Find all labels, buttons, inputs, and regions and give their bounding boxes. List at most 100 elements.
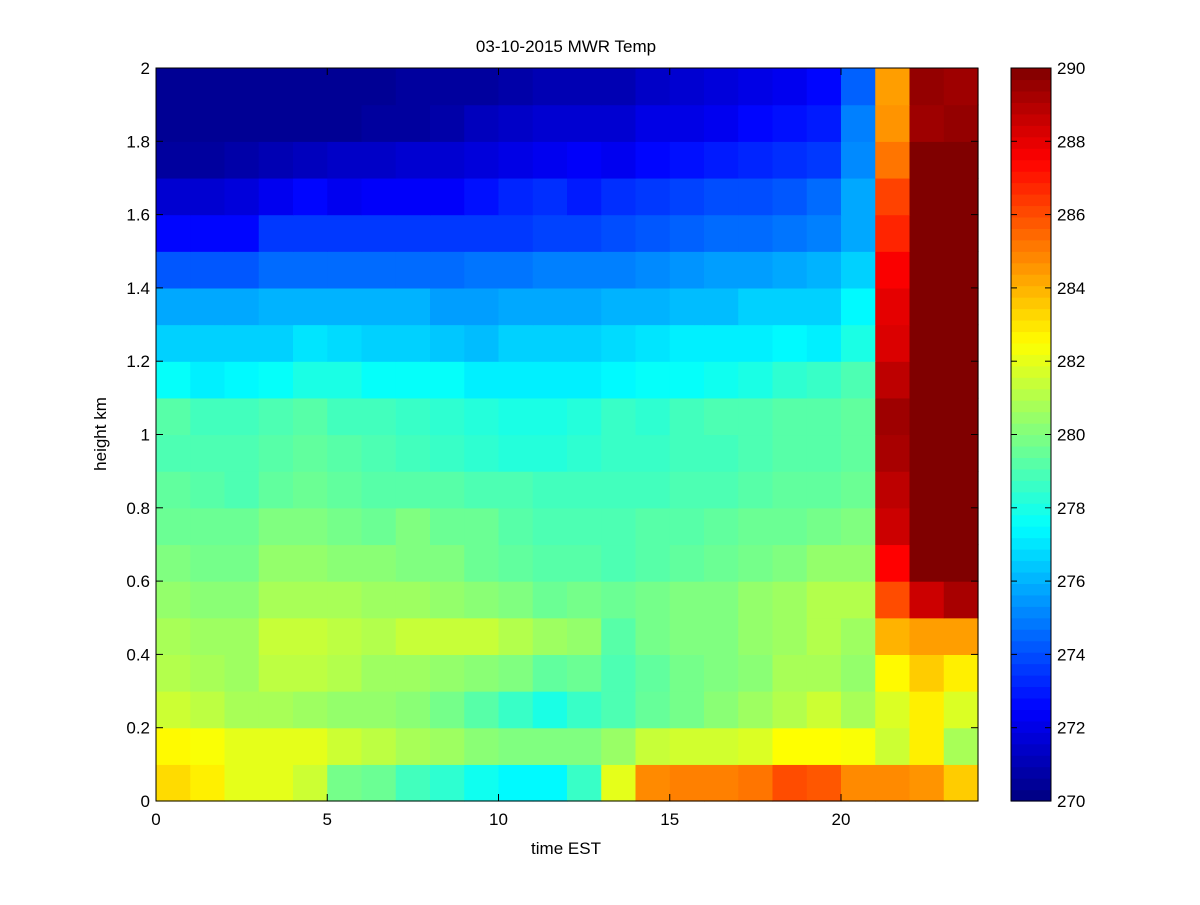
heatmap-cell — [293, 617, 328, 655]
heatmap-cell — [601, 397, 637, 436]
colorbar-segment — [1011, 468, 1051, 481]
heatmap-cell — [738, 361, 774, 399]
colorbar-segment — [1011, 400, 1051, 413]
heatmap-cell — [532, 287, 568, 326]
heatmap-cell — [909, 361, 945, 399]
heatmap-cell — [669, 214, 705, 252]
heatmap-cell — [361, 654, 397, 692]
heatmap-cell — [601, 361, 637, 399]
heatmap-cell — [258, 764, 294, 802]
heatmap-cell — [635, 397, 671, 436]
heatmap-cell — [601, 544, 637, 582]
heatmap-cell — [635, 434, 671, 472]
colorbar-segment — [1011, 285, 1051, 298]
heatmap-cell — [841, 104, 876, 142]
heatmap-cell — [772, 654, 808, 692]
colorbar-segment — [1011, 251, 1051, 264]
heatmap-cell — [293, 544, 328, 582]
heatmap-cell — [293, 691, 328, 729]
heatmap-cell — [943, 764, 979, 802]
heatmap-cell — [841, 764, 876, 802]
heatmap-cell — [772, 691, 808, 729]
heatmap-cell — [258, 324, 294, 362]
heatmap-cell — [498, 617, 534, 655]
heatmap-cell — [943, 434, 979, 472]
heatmap-cell — [224, 104, 260, 142]
heatmap-cell — [395, 251, 431, 289]
heatmap-cell — [841, 397, 876, 436]
heatmap-cell — [909, 68, 945, 106]
y-tick-label: 1.4 — [126, 279, 150, 298]
heatmap-cell — [601, 141, 637, 179]
colorbar-segment — [1011, 354, 1051, 367]
heatmap-cell — [532, 471, 568, 509]
heatmap-cell — [738, 177, 774, 216]
heatmap-cell — [806, 434, 842, 472]
colorbar-segment — [1011, 594, 1051, 607]
heatmap-cell — [361, 544, 397, 582]
heatmap-cell — [224, 544, 260, 582]
heatmap-cell — [258, 177, 294, 216]
heatmap-cell — [532, 581, 568, 619]
heatmap-cell — [430, 507, 465, 546]
heatmap-cell — [224, 617, 260, 655]
heatmap-cell — [909, 397, 945, 436]
heatmap-cell — [601, 251, 637, 289]
colorbar-segment — [1011, 445, 1051, 458]
heatmap-cell — [395, 434, 431, 472]
heatmap-cell — [258, 617, 294, 655]
heatmap-cell — [635, 361, 671, 399]
heatmap-cell — [738, 68, 774, 106]
heatmap-cell — [567, 68, 602, 106]
heatmap-cell — [601, 654, 637, 692]
heatmap-cell — [772, 507, 808, 546]
heatmap-cell — [601, 177, 637, 216]
heatmap-cell — [704, 104, 739, 142]
heatmap-cell — [532, 544, 568, 582]
colorbar-segment — [1011, 171, 1051, 184]
x-tick-label: 15 — [660, 810, 679, 829]
colorbar-tick-label: 278 — [1057, 499, 1085, 518]
heatmap-cell — [327, 691, 363, 729]
heatmap-cell — [567, 361, 602, 399]
heatmap-cell — [875, 397, 911, 436]
heatmap-cell — [190, 691, 226, 729]
heatmap-cell — [635, 764, 671, 802]
heatmap-cell — [327, 177, 363, 216]
heatmap-cell — [567, 727, 602, 765]
heatmap-cell — [704, 324, 739, 362]
colorbar-segment — [1011, 182, 1051, 195]
heatmap-cell — [156, 68, 191, 106]
heatmap-cell — [190, 141, 226, 179]
heatmap-cell — [395, 104, 431, 142]
heatmap-cell — [532, 214, 568, 252]
heatmap-cell — [909, 251, 945, 289]
colorbar-tick-label: 274 — [1057, 645, 1085, 664]
heatmap-cell — [258, 397, 294, 436]
heatmap-cell — [532, 141, 568, 179]
heatmap-cell — [669, 397, 705, 436]
heatmap-cell — [601, 68, 637, 106]
colorbar-segment — [1011, 274, 1051, 287]
x-axis-label: time EST — [531, 839, 601, 858]
heatmap-cell — [430, 654, 465, 692]
heatmap-cell — [361, 617, 397, 655]
heatmap-cell — [464, 507, 500, 546]
heatmap-cell — [635, 177, 671, 216]
heatmap-cell — [156, 581, 191, 619]
heatmap-cell — [943, 654, 979, 692]
heatmap-cell — [293, 251, 328, 289]
colorbar-segment — [1011, 136, 1051, 149]
heatmap-cell — [567, 214, 602, 252]
heatmap-cell — [464, 654, 500, 692]
heatmap-cell — [704, 214, 739, 252]
heatmap-cell — [361, 471, 397, 509]
heatmap-cell — [190, 361, 226, 399]
heatmap-cell — [738, 287, 774, 326]
heatmap-cell — [327, 104, 363, 142]
heatmap-cell — [841, 251, 876, 289]
y-tick-label: 0.6 — [126, 572, 150, 591]
heatmap-cell — [430, 727, 465, 765]
heatmap-cell — [464, 617, 500, 655]
